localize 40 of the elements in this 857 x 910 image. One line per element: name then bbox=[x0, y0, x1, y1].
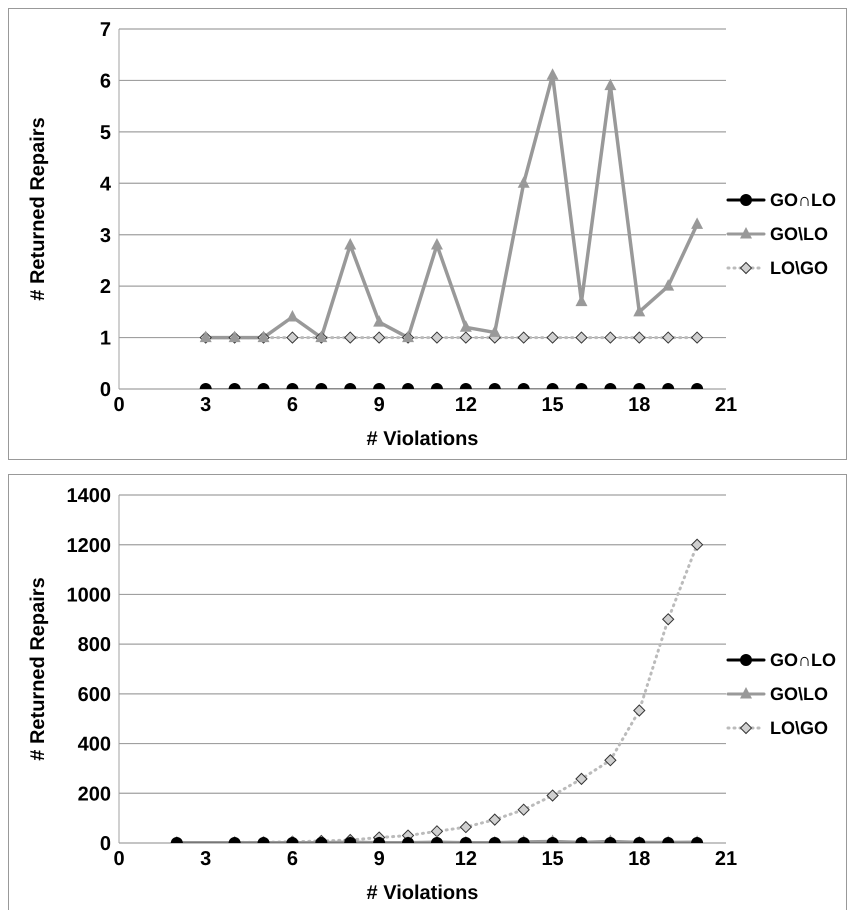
y-tick-label: 0 bbox=[100, 833, 111, 856]
y-tick-label: 400 bbox=[78, 734, 111, 756]
x-axis-title: # Violations bbox=[366, 882, 478, 904]
x-tick-label: 21 bbox=[714, 394, 738, 416]
legend-label: LO\GO bbox=[770, 718, 828, 738]
x-tick-label: 18 bbox=[628, 394, 650, 416]
y-tick-label: 1400 bbox=[66, 485, 111, 508]
y-tick-label: 1 bbox=[100, 328, 111, 350]
y-tick-label: 200 bbox=[78, 783, 111, 806]
x-tick-label: 9 bbox=[374, 848, 385, 870]
x-tick-label: 18 bbox=[628, 848, 650, 870]
x-tick-label: 6 bbox=[286, 848, 298, 870]
y-tick-label: 0 bbox=[100, 379, 111, 402]
y-tick-label: 600 bbox=[78, 684, 111, 706]
x-tick-label: 6 bbox=[286, 394, 298, 416]
x-tick-label: 3 bbox=[200, 848, 212, 870]
y-tick-label: 4 bbox=[100, 173, 112, 196]
legend-label: GO∩LO bbox=[770, 190, 836, 210]
x-tick-label: 9 bbox=[374, 394, 385, 416]
y-tick-label: 6 bbox=[100, 70, 111, 93]
y-tick-label: 3 bbox=[100, 224, 111, 247]
x-tick-label: 21 bbox=[714, 848, 738, 870]
x-tick-label: 15 bbox=[541, 848, 564, 870]
x-axis-title: # Violations bbox=[366, 428, 478, 450]
y-tick-label: 5 bbox=[100, 122, 111, 144]
y-tick-label: 1000 bbox=[66, 584, 111, 607]
x-tick-label: 12 bbox=[454, 848, 477, 870]
x-tick-label: 12 bbox=[454, 394, 477, 416]
legend-label: LO\GO bbox=[770, 258, 828, 278]
legend-label: GO∩LO bbox=[770, 650, 836, 670]
x-tick-label: 3 bbox=[200, 394, 212, 416]
y-tick-label: 7 bbox=[100, 19, 111, 42]
legend-label: GO\LO bbox=[770, 684, 828, 704]
y-tick-label: 2 bbox=[100, 276, 111, 298]
y-tick-label: 1200 bbox=[66, 534, 111, 557]
y-tick-label: 800 bbox=[78, 634, 111, 656]
x-tick-label: 15 bbox=[541, 394, 564, 416]
legend-label: GO\LO bbox=[770, 224, 828, 244]
y-axis-title: # Returned Repairs bbox=[27, 117, 50, 301]
y-axis-title: # Returned Repairs bbox=[27, 577, 50, 761]
